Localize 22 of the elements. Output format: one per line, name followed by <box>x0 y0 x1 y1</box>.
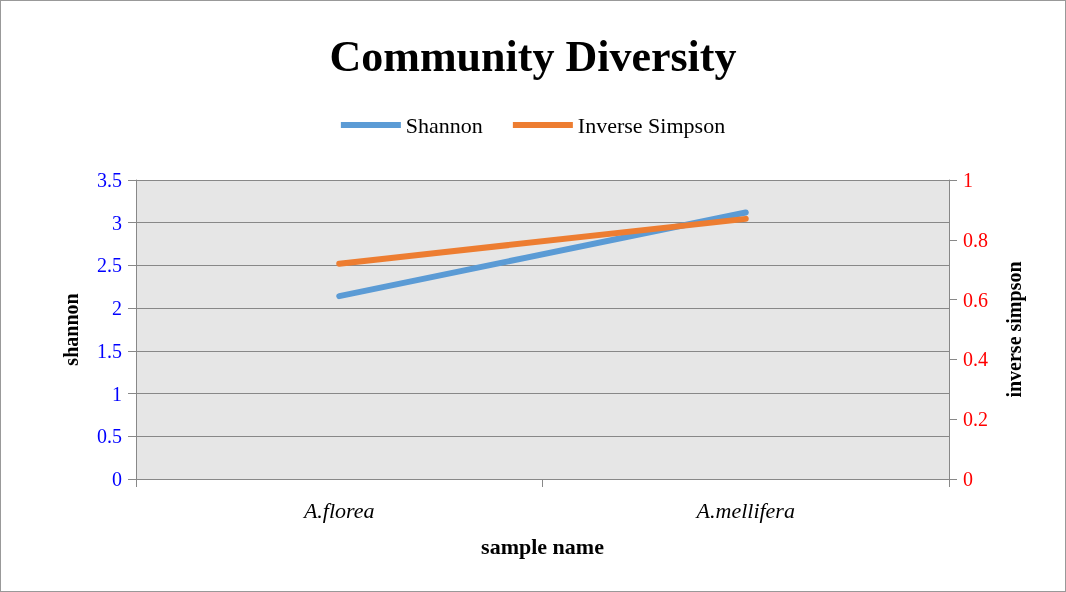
y2-tick-label: 1 <box>963 169 973 191</box>
y2-tick-label: 0.2 <box>963 408 988 431</box>
y-tick-label: 1.5 <box>97 339 122 362</box>
y-tick-label: 3 <box>112 211 122 234</box>
y2-tick-label: 0 <box>963 468 973 490</box>
chart-title: Community Diversity <box>329 31 737 81</box>
y-tick-label: 2 <box>112 297 122 320</box>
y2-tick-label: 0.4 <box>963 348 988 371</box>
x-tick-label: A.mellifera <box>694 497 795 523</box>
x-tick-label: A.florea <box>301 497 375 523</box>
y-axis-title: shannon <box>60 293 82 366</box>
x-axis-title: sample name <box>481 533 605 559</box>
y-tick-label: 2.5 <box>97 254 122 277</box>
legend-label: Inverse Simpson <box>577 112 726 138</box>
y-tick-label: 0.5 <box>97 425 122 448</box>
legend-label: Shannon <box>405 112 483 138</box>
y2-tick-label: 0.8 <box>963 228 988 251</box>
y-tick-label: 1 <box>112 382 122 405</box>
y-tick-label: 0 <box>112 468 122 490</box>
y2-tick-label: 0.6 <box>963 288 988 311</box>
y-tick-label: 3.5 <box>97 169 122 191</box>
y2-axis-title: inverse simpson <box>1003 261 1026 398</box>
